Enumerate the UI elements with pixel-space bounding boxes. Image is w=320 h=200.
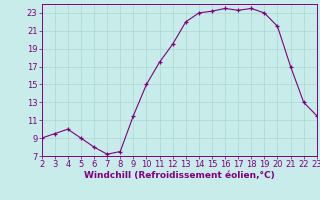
X-axis label: Windchill (Refroidissement éolien,°C): Windchill (Refroidissement éolien,°C) xyxy=(84,171,275,180)
